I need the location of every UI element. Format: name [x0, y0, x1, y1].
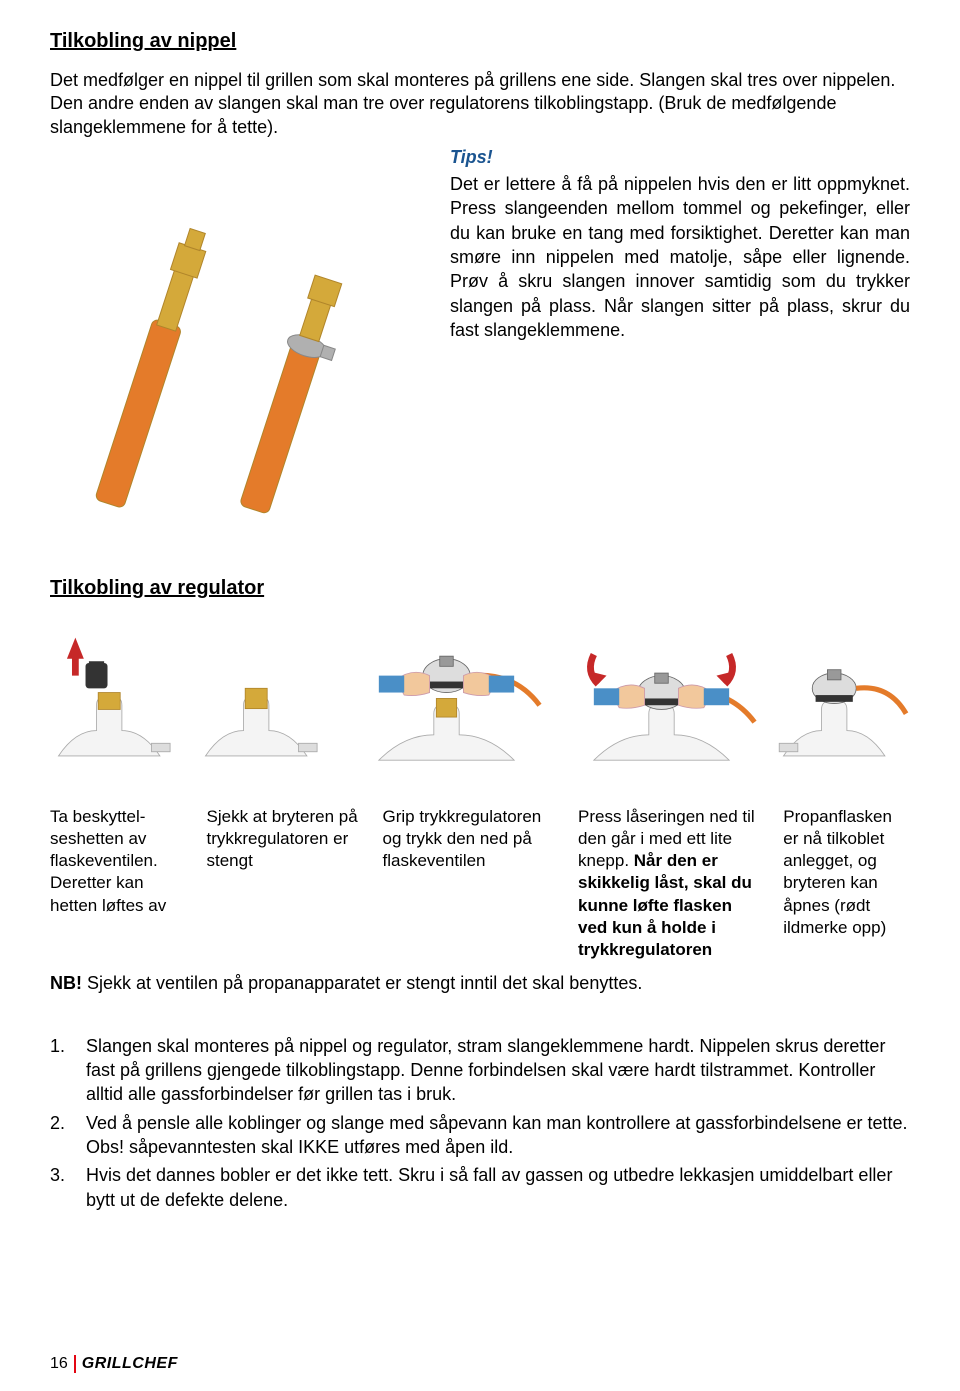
reg-step-3 [345, 616, 548, 786]
tips-label: Tips! [450, 147, 910, 168]
reg-step-5 [775, 616, 910, 786]
step-text-1: Ta beskyttel­seshetten av flaskeventilen… [50, 806, 187, 961]
step-text-5: Propanflasken er nå tilkoblet anlegget, … [783, 806, 910, 961]
nb-text: Sjekk at ventilen på propanapparatet er … [82, 973, 642, 993]
list-item: 3. Hvis det dannes bobler er det ikke te… [50, 1163, 910, 1212]
section1-title: Tilkobling av nippel [50, 30, 910, 53]
step-text-2: Sjekk at bryteren på trykkregulatoren er… [207, 806, 363, 961]
list-item: 1. Slangen skal monteres på nippel og re… [50, 1034, 910, 1107]
nipple-svg [50, 147, 420, 517]
reg-step-4 [560, 616, 763, 786]
section1-intro: Det medfølger en nippel til grillen som … [50, 69, 910, 139]
step-text-3: Grip trykkregulatoren og trykk den ned p… [383, 806, 559, 961]
item-text: Hvis det dannes bobler er det ikke tett.… [86, 1163, 910, 1212]
footer-bar-icon [74, 1355, 76, 1373]
step-text-4: Press låseringen ned til den går i med e… [578, 806, 763, 961]
numbered-list: 1. Slangen skal monteres på nippel og re… [50, 1034, 910, 1212]
nb-line: NB! Sjekk at ventilen på propanapparatet… [50, 973, 910, 994]
item-num: 3. [50, 1163, 86, 1212]
page-number: 16 [50, 1355, 68, 1373]
nipple-block: Tips! Det er lettere å få på nippelen hv… [50, 147, 910, 517]
tips-body: Det er lettere å få på nippelen hvis den… [450, 172, 910, 342]
nipple-illustration [50, 147, 420, 517]
section2-title: Tilkobling av regulator [50, 577, 910, 600]
tips-block: Tips! Det er lettere å få på nippelen hv… [450, 147, 910, 517]
brand-name: GRILLCHEF [82, 1355, 178, 1373]
item-text: Slangen skal monteres på nippel og regul… [86, 1034, 910, 1107]
item-text: Ved å pensle alle koblinger og slange me… [86, 1111, 910, 1160]
steps-text-row: Ta beskyttel­seshetten av flaskeventilen… [50, 806, 910, 961]
reg-step-2 [197, 616, 332, 786]
nb-prefix: NB! [50, 973, 82, 993]
item-num: 1. [50, 1034, 86, 1107]
item-num: 2. [50, 1111, 86, 1160]
reg-step-1 [50, 616, 185, 786]
regulator-illustrations [50, 616, 910, 786]
list-item: 2. Ved å pensle alle koblinger og slange… [50, 1111, 910, 1160]
page-footer: 16 GRILLCHEF [50, 1355, 178, 1373]
